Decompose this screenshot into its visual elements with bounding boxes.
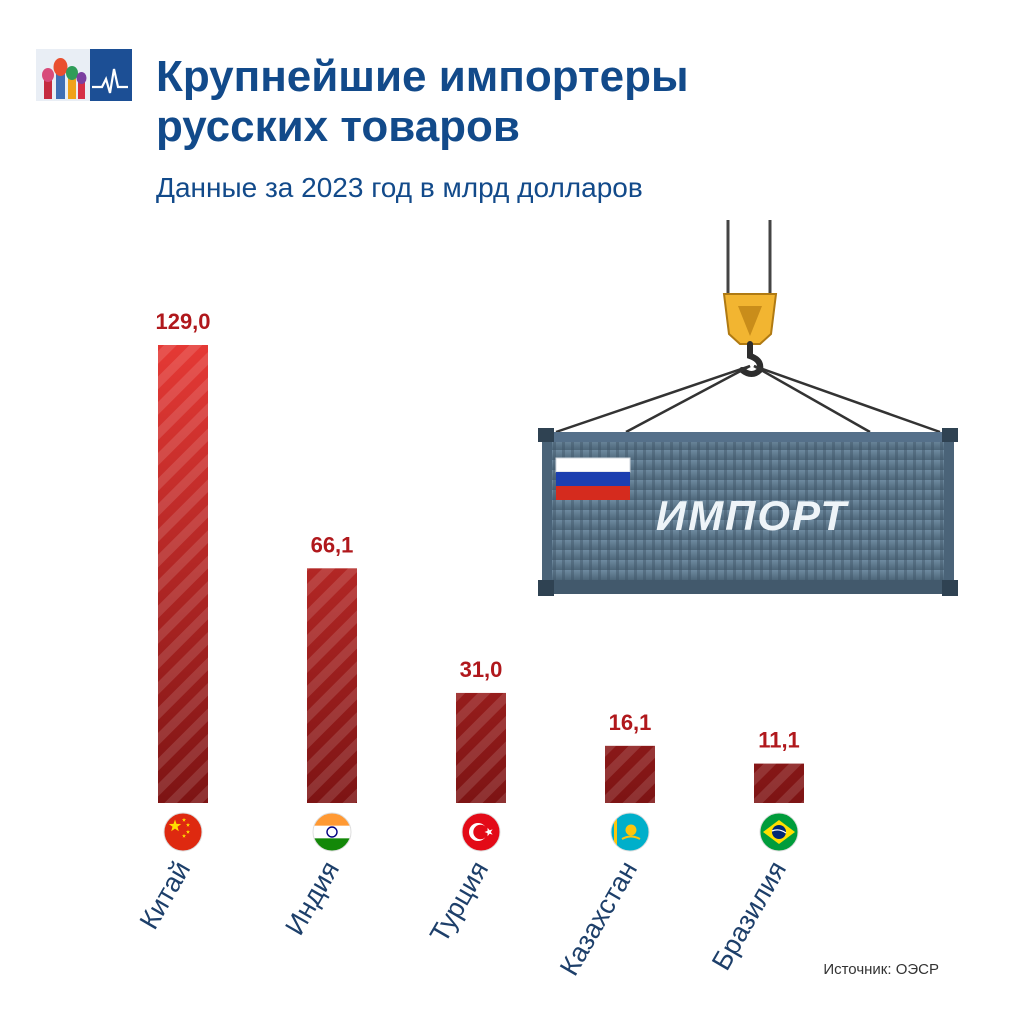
value-label-0: 129,0: [155, 309, 210, 334]
container-label: ИМПОРТ: [656, 492, 849, 539]
bar-stripes-4: [754, 763, 804, 803]
value-label-1: 66,1: [311, 532, 354, 557]
bar-stripes-2: [456, 692, 506, 803]
kazakhstan-flag-icon: [610, 812, 650, 852]
india-flag-icon: [312, 812, 352, 852]
brazil-flag-icon: [759, 812, 799, 852]
bar-stripes-1: [307, 568, 357, 803]
value-label-3: 16,1: [609, 710, 652, 735]
china-flag-icon: [163, 812, 203, 852]
category-label-1: Индия: [279, 856, 345, 940]
category-label-2: Турция: [424, 856, 494, 948]
bar-stripes-0: [158, 345, 208, 803]
page-title: Крупнейшие импортеры русских товаров: [156, 52, 689, 151]
bar-stripes-3: [605, 745, 655, 803]
category-label-4: Бразилия: [706, 856, 792, 975]
container-illustration: ИМПОРТ: [538, 220, 958, 596]
turkey-flag-icon: [461, 812, 501, 852]
value-label-2: 31,0: [460, 657, 503, 682]
source-note: Источник: ОЭСР: [823, 961, 939, 978]
russia-flag: [555, 457, 631, 500]
page-subtitle: Данные за 2023 год в млрд долларов: [156, 172, 643, 203]
logo-icon: [36, 49, 132, 101]
category-label-3: Казахстан: [554, 856, 643, 981]
category-label-0: Китай: [134, 856, 196, 934]
value-label-4: 11,1: [758, 728, 800, 753]
